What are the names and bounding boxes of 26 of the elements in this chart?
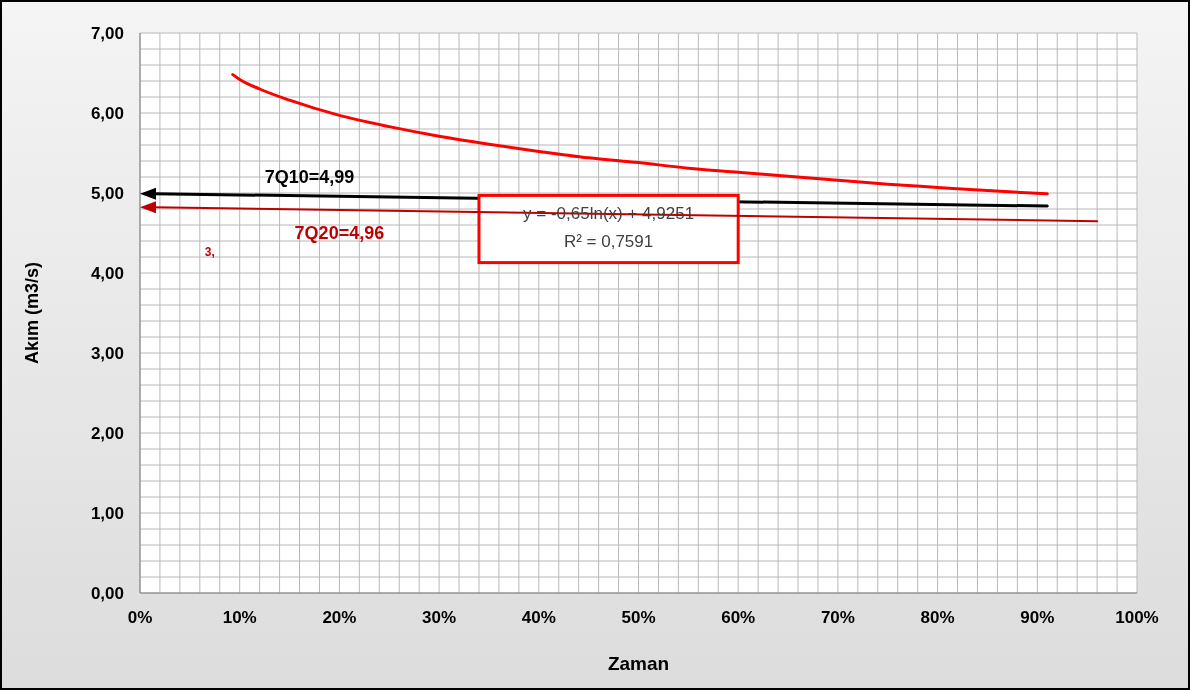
y-tick-label: 7,00 (90, 24, 124, 44)
x-tick-label: 100% (1115, 608, 1159, 628)
y-tick-label: 5,00 (90, 184, 124, 204)
annotation: 7Q10=4,99 (264, 167, 355, 188)
y-tick-label: 6,00 (90, 104, 124, 124)
x-tick-label: 60% (721, 608, 756, 628)
x-tick-label: 30% (422, 608, 457, 628)
y-tick-label: 2,00 (90, 424, 124, 444)
x-tick-label: 20% (322, 608, 357, 628)
line-series (231, 73, 1049, 196)
x-tick-label: 70% (820, 608, 855, 628)
y-axis-title: Akım (m3/s) (22, 261, 43, 365)
annotation: R² = 0,7591 (563, 232, 654, 252)
y-tick-label: 1,00 (90, 504, 124, 524)
annotation: 3, (204, 245, 215, 260)
y-tick-label: 0,00 (90, 584, 124, 604)
x-tick-label: 40% (521, 608, 556, 628)
annotation: 7Q20=4,96 (294, 223, 385, 244)
x-axis-title: Zaman (607, 653, 670, 674)
x-tick-label: 80% (920, 608, 955, 628)
y-tick-label: 3,00 (90, 344, 124, 364)
x-tick-label: 90% (1020, 608, 1055, 628)
x-tick-label: 50% (621, 608, 656, 628)
x-tick-label: 10% (222, 608, 257, 628)
y-tick-label: 4,00 (90, 264, 124, 284)
x-tick-label: 0% (127, 608, 153, 628)
